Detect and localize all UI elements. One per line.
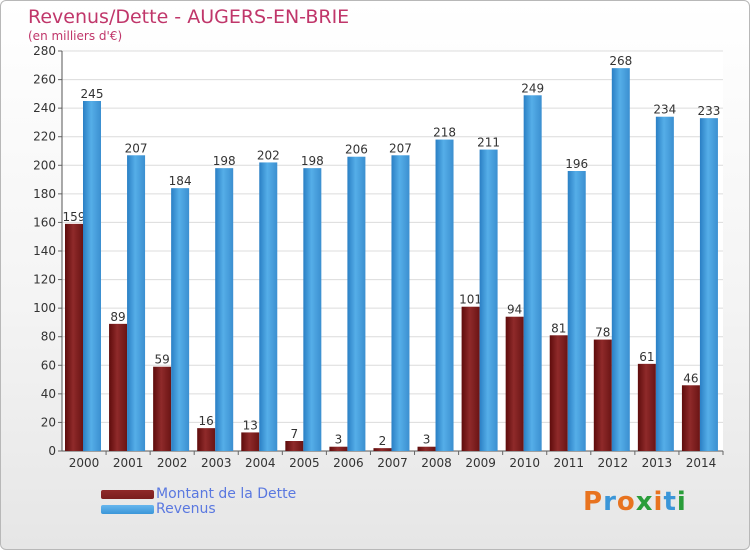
- bar-dette: [637, 363, 656, 451]
- data-label-revenus: 207: [389, 141, 412, 155]
- bar-dette: [505, 316, 524, 451]
- bar-revenus: [259, 162, 278, 451]
- data-label-dette: 78: [595, 326, 610, 340]
- proxiti-logo: Proxiti: [583, 487, 687, 517]
- bar-revenus: [523, 95, 542, 452]
- bar-dette: [549, 335, 568, 451]
- x-tick-label: 2014: [686, 456, 717, 470]
- bar-revenus: [83, 101, 101, 451]
- y-tick-label: 160: [33, 215, 56, 229]
- bar-dette: [109, 323, 128, 451]
- x-tick-label: 2010: [509, 456, 540, 470]
- data-label-dette: 159: [63, 210, 86, 224]
- data-label-revenus: 207: [125, 141, 148, 155]
- bar-dette: [373, 448, 392, 451]
- x-tick-label: 2013: [642, 456, 673, 470]
- x-tick-label: 2009: [465, 456, 496, 470]
- chart-subtitle: (en milliers d'€): [28, 29, 123, 43]
- y-tick-label: 180: [33, 187, 56, 201]
- bar-dette: [593, 339, 612, 451]
- x-tick-label: 2000: [69, 456, 100, 470]
- y-tick-label: 40: [41, 387, 56, 401]
- bar-dette: [681, 385, 700, 451]
- y-tick-label: 260: [33, 73, 56, 87]
- data-label-revenus: 211: [477, 136, 500, 150]
- y-tick-label: 120: [33, 273, 56, 287]
- data-label-revenus: 196: [565, 157, 588, 171]
- bar-revenus: [391, 155, 410, 452]
- bar-revenus: [655, 116, 674, 451]
- data-label-revenus: 233: [697, 104, 720, 118]
- legend-label-revenus: Revenus: [156, 501, 216, 517]
- y-tick-label: 60: [41, 358, 56, 372]
- y-tick-label: 240: [33, 101, 56, 115]
- data-label-dette: 81: [551, 321, 566, 335]
- y-tick-label: 220: [33, 130, 56, 144]
- bar-dette: [65, 223, 83, 451]
- data-label-dette: 46: [683, 371, 698, 385]
- bar-dette: [241, 432, 260, 451]
- bar-revenus: [215, 168, 234, 451]
- bar-revenus: [171, 188, 190, 451]
- bar-revenus: [699, 118, 718, 452]
- y-tick-label: 280: [33, 44, 56, 58]
- x-tick-label: 2004: [245, 456, 276, 470]
- data-label-dette: 59: [154, 353, 169, 367]
- data-label-dette: 2: [379, 434, 387, 448]
- data-label-dette: 3: [335, 433, 343, 447]
- bar-dette: [197, 428, 216, 451]
- bar-revenus: [611, 68, 630, 452]
- bar-revenus: [479, 149, 498, 452]
- bar-revenus: [435, 139, 454, 452]
- data-label-dette: 94: [507, 303, 522, 317]
- data-label-revenus: 218: [433, 126, 456, 140]
- data-label-revenus: 234: [653, 103, 676, 117]
- y-tick-label: 20: [41, 415, 56, 429]
- y-tick-label: 100: [33, 301, 56, 315]
- bar-dette: [461, 306, 480, 451]
- y-tick-label: 140: [33, 244, 56, 258]
- data-label-revenus: 249: [521, 81, 544, 95]
- y-tick-label: 0: [48, 444, 56, 458]
- bar-dette: [285, 441, 304, 451]
- x-tick-label: 2001: [113, 456, 144, 470]
- x-tick-label: 2005: [289, 456, 320, 470]
- x-tick-label: 2012: [598, 456, 629, 470]
- data-label-revenus: 245: [81, 87, 104, 101]
- bar-revenus: [567, 171, 586, 451]
- legend-swatch-dette: [101, 490, 154, 499]
- y-tick-label: 200: [33, 158, 56, 172]
- legend-label-dette: Montant de la Dette: [156, 486, 297, 502]
- x-tick-label: 2011: [553, 456, 584, 470]
- bar-dette: [417, 446, 436, 451]
- data-label-dette: 7: [291, 427, 299, 441]
- bar-revenus: [347, 156, 366, 451]
- data-label-revenus: 198: [301, 154, 324, 168]
- x-tick-label: 2007: [377, 456, 408, 470]
- data-label-dette: 13: [243, 418, 258, 432]
- data-label-revenus: 206: [345, 143, 368, 157]
- y-tick-label: 80: [41, 330, 56, 344]
- bar-revenus: [127, 155, 146, 452]
- data-label-dette: 101: [459, 293, 482, 307]
- data-label-revenus: 202: [257, 148, 280, 162]
- bar-dette: [329, 446, 348, 451]
- data-label-dette: 89: [110, 310, 125, 324]
- data-label-revenus: 268: [609, 54, 632, 68]
- chart-title: Revenus/Dette - AUGERS-EN-BRIE: [28, 6, 350, 28]
- data-label-revenus: 198: [213, 154, 236, 168]
- data-label-revenus: 184: [169, 174, 192, 188]
- data-label-dette: 61: [639, 350, 654, 364]
- data-label-dette: 3: [423, 433, 431, 447]
- data-label-dette: 16: [199, 414, 214, 428]
- x-tick-label: 2002: [157, 456, 188, 470]
- bar-revenus: [303, 168, 322, 451]
- legend-swatch-revenus: [101, 505, 154, 514]
- x-tick-label: 2003: [201, 456, 232, 470]
- bar-dette: [153, 366, 172, 451]
- x-tick-label: 2008: [421, 456, 452, 470]
- x-tick-label: 2006: [333, 456, 364, 470]
